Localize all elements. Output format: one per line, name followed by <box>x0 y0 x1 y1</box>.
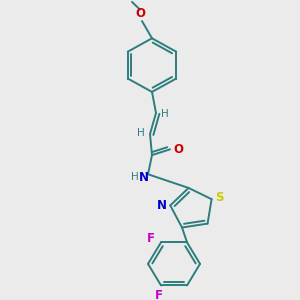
Text: S: S <box>215 191 224 204</box>
Text: H: H <box>137 128 145 138</box>
Text: F: F <box>147 232 155 245</box>
Text: N: N <box>139 171 149 184</box>
Text: O: O <box>173 143 183 156</box>
Text: N: N <box>157 199 167 212</box>
Text: H: H <box>161 109 169 119</box>
Text: H: H <box>131 172 139 182</box>
Text: F: F <box>155 289 163 300</box>
Text: O: O <box>135 7 145 20</box>
